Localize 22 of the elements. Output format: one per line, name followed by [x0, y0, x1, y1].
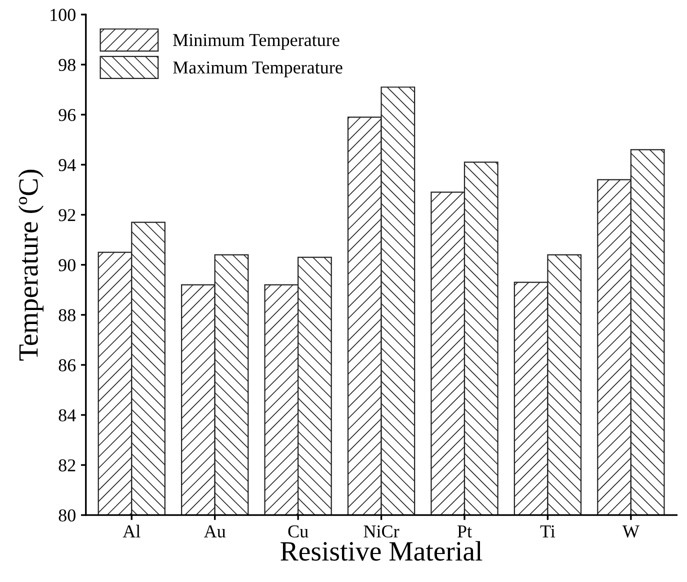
- y-tick-label: 92: [58, 209, 76, 222]
- x-tick-label: Cu: [288, 525, 308, 538]
- y-tick-label: 80: [58, 509, 76, 522]
- x-tick-label: Pt: [457, 525, 472, 538]
- legend-label: Maximum Temperature: [173, 61, 342, 78]
- y-tick-label: 88: [58, 309, 76, 322]
- legend-label: Minimum Temperature: [173, 34, 340, 50]
- y-tick-label: 90: [58, 259, 76, 272]
- y-tick-label: 96: [58, 108, 76, 122]
- y-tick-label: 84: [58, 409, 76, 422]
- y-tick-label: 86: [58, 359, 76, 372]
- x-axis-title: Resistive Material: [280, 541, 482, 561]
- x-tick-label: NiCr: [364, 525, 400, 538]
- x-tick-label: Al: [122, 524, 140, 538]
- y-tick-label: 82: [58, 459, 76, 472]
- y-tick-label: 98: [58, 58, 76, 72]
- y-tick-label: 94: [58, 159, 76, 172]
- x-tick-label: Au: [204, 525, 226, 538]
- y-axis-title: Temperature (ºC): [18, 170, 44, 361]
- x-tick-label: W: [622, 525, 640, 538]
- y-tick-label: 100: [50, 8, 76, 21]
- x-tick-label: Ti: [540, 525, 556, 538]
